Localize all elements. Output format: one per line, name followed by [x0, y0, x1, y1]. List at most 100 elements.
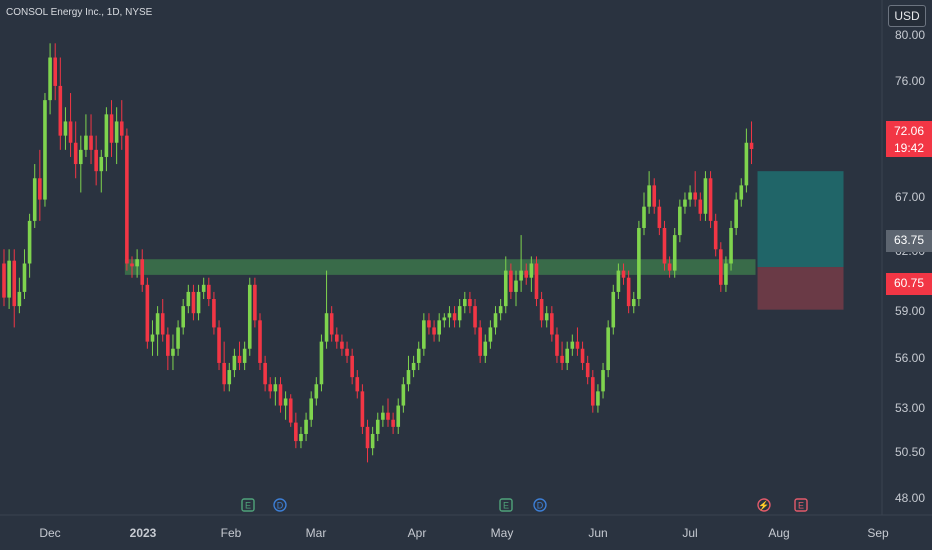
candle-body: [463, 299, 467, 307]
candle-body: [186, 291, 191, 307]
candle-body: [196, 291, 201, 314]
candle-body: [212, 299, 216, 328]
candle-body: [207, 284, 211, 300]
candle-body: [340, 341, 344, 349]
currency-button[interactable]: USD: [888, 5, 926, 27]
candle-body: [335, 334, 339, 342]
candle-body: [237, 355, 242, 363]
price-label: 63.75: [886, 230, 932, 252]
candle-body: [422, 320, 426, 349]
candle-body: [227, 370, 232, 385]
candle-body: [437, 320, 441, 335]
candle-body: [488, 327, 493, 342]
candle-body: [299, 433, 303, 442]
candle-body: [222, 362, 226, 385]
candle-body: [647, 185, 651, 207]
candle-body: [79, 149, 83, 165]
candle-body: [94, 149, 98, 172]
candle-body: [509, 270, 513, 292]
candle-body: [309, 398, 313, 420]
zone-layer: [124, 171, 844, 310]
price-tick-label: 59.00: [895, 304, 925, 318]
earnings-marker-icon[interactable]: E: [241, 498, 255, 512]
candle-body: [304, 419, 308, 434]
price-label-box: [886, 273, 932, 295]
time-tick-label: Feb: [221, 526, 242, 540]
earnings-icon: [794, 498, 808, 512]
candle-body: [616, 270, 621, 292]
candle-body: [565, 348, 569, 363]
price-tick-label: 80.00: [895, 28, 925, 42]
price-tick-label: 76.00: [895, 74, 925, 88]
candle-body: [503, 270, 508, 307]
dividend-marker-icon[interactable]: D: [533, 498, 547, 512]
candle-body: [560, 355, 564, 363]
candle-body: [534, 263, 539, 300]
candle-body: [345, 348, 349, 356]
candle-body: [253, 284, 257, 321]
dividend-marker-icon[interactable]: D: [273, 498, 287, 512]
candle-body: [621, 270, 626, 278]
candle-body: [191, 291, 196, 314]
candle-body: [17, 291, 22, 307]
marker-layer: E D E D ⚡ E: [241, 498, 808, 512]
candle-body: [391, 419, 395, 427]
candle-body: [350, 355, 354, 378]
event-marker-letter: D: [537, 501, 544, 511]
candle-body: [104, 114, 109, 157]
split-icon: [757, 498, 771, 512]
price-label-box: [886, 230, 932, 252]
event-marker-letter: ⚡: [758, 500, 769, 512]
candle-body: [529, 263, 534, 278]
candle-body: [12, 260, 17, 307]
candle-body: [171, 348, 175, 356]
candle-body: [698, 199, 703, 214]
candle-body: [652, 185, 657, 207]
candle-body: [84, 135, 88, 150]
candle-body: [642, 206, 646, 228]
earnings-icon: [241, 498, 255, 512]
candle-body: [427, 320, 431, 328]
candle-body: [73, 142, 78, 165]
split-marker-icon[interactable]: ⚡: [757, 498, 771, 512]
candle-body: [7, 260, 11, 298]
candle-body: [626, 277, 631, 307]
candle-body: [268, 384, 273, 392]
candle-body: [401, 384, 406, 406]
earnings-marker-icon[interactable]: E: [794, 498, 808, 512]
candle-body: [386, 412, 390, 420]
candle-body: [672, 235, 677, 271]
event-marker-letter: E: [798, 501, 804, 511]
candle-body: [2, 263, 6, 298]
candle-body: [678, 206, 682, 236]
earnings-marker-icon[interactable]: E: [499, 498, 513, 512]
candle-body: [247, 284, 252, 349]
candle-body: [585, 362, 590, 378]
price-label: 60.75: [886, 273, 932, 295]
time-tick-label: May: [491, 526, 514, 540]
candle-body: [99, 156, 104, 172]
candle-body: [314, 384, 319, 399]
time-tick-label: Mar: [306, 526, 327, 540]
candle-body: [544, 313, 549, 321]
candle-body: [703, 178, 708, 214]
candle-body: [493, 313, 498, 328]
candle-body: [381, 412, 385, 420]
candle-body: [278, 384, 283, 406]
price-label-value: 72.06: [894, 124, 924, 138]
candle-body: [611, 291, 616, 328]
candle-body: [130, 263, 134, 267]
candle-body: [749, 142, 754, 150]
candle-body: [283, 398, 288, 406]
symbol-title: CONSOL Energy Inc., 1D, NYSE: [6, 7, 153, 18]
candle-body: [744, 142, 749, 186]
price-label-value: 63.75: [894, 233, 924, 247]
candle-body: [125, 135, 129, 264]
candle-body: [365, 426, 370, 449]
candle-body: [155, 313, 160, 335]
time-tick-label: Jul: [682, 526, 697, 540]
candle-body: [447, 313, 452, 318]
price-label-box: [886, 121, 932, 157]
